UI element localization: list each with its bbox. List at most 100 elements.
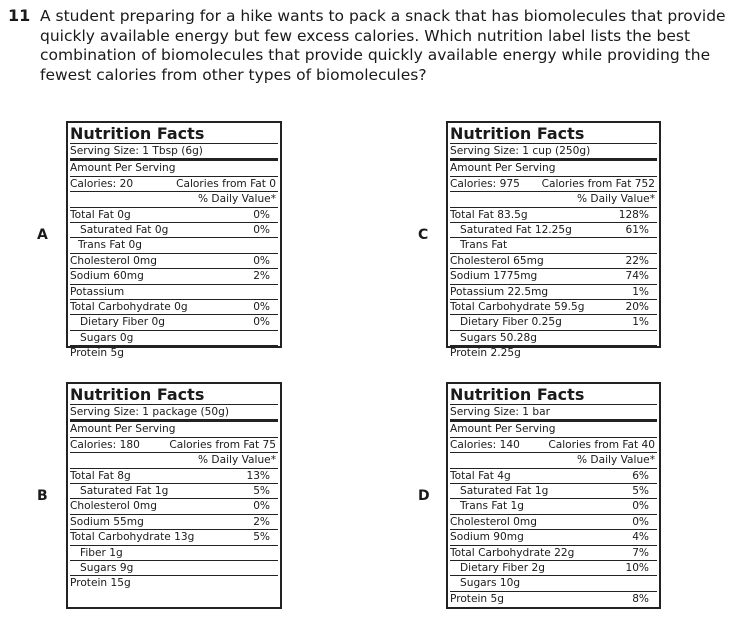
daily-value-percent: 5%: [253, 484, 270, 497]
nutrient-row: Total Fat 4g 6%: [450, 469, 657, 484]
amount-per-serving: Amount Per Serving: [70, 161, 278, 177]
daily-value-percent: 1%: [632, 285, 649, 298]
nutrition-label-b[interactable]: Nutrition Facts Serving Size: 1 package …: [66, 382, 282, 609]
nutrient-row: Sodium 55mg 2%: [70, 515, 278, 531]
option-letter-b[interactable]: B: [37, 488, 48, 504]
nutrient-row: Sodium 90mg 4%: [450, 530, 657, 546]
nutrient-name: Potassium: [70, 285, 125, 298]
daily-value-percent: 74%: [625, 270, 649, 283]
nutrient-name: Cholesterol 0mg: [70, 500, 157, 513]
nutrition-label-c[interactable]: Nutrition Facts Serving Size: 1 cup (250…: [446, 121, 661, 359]
nutrient-row: Protein 5g: [70, 346, 278, 360]
daily-value-percent: 5%: [632, 484, 649, 497]
nutrient-name: Total Fat 4g: [450, 469, 511, 482]
daily-value-percent: 5%: [253, 531, 270, 544]
nutrient-row: Protein 5g 8%: [450, 592, 657, 606]
serving-size: Serving Size: 1 bar: [450, 405, 657, 423]
nutrient-name: Total Carbohydrate 13g: [70, 531, 195, 544]
nutrient-row: Total Carbohydrate 22g 7%: [450, 546, 657, 561]
question-number: 11: [8, 6, 31, 25]
option-letter-d[interactable]: D: [418, 488, 430, 504]
calories-from-fat: Calories from Fat 0: [176, 177, 276, 190]
nutrient-name: Protein 15g: [70, 577, 131, 590]
nutrient-row: Total Fat 8g 13%: [70, 469, 278, 484]
nutrient-row: Total Carbohydrate 59.5g 20%: [450, 300, 657, 316]
daily-value-percent: 4%: [632, 531, 649, 544]
calories: Calories: 975: [450, 177, 520, 190]
nutrient-name: Cholesterol 0mg: [70, 254, 157, 267]
nutrient-row: Sodium 1775mg 74%: [450, 269, 657, 285]
nutrient-name: Trans Fat: [460, 239, 508, 252]
nutrient-row: Trans Fat 1g 0%: [450, 499, 657, 515]
nutrient-name: Cholesterol 65mg: [450, 254, 544, 267]
daily-value-percent: 22%: [625, 254, 649, 267]
nutrient-name: Sodium 1775mg: [450, 270, 538, 283]
option-letter-c[interactable]: C: [418, 227, 429, 243]
nutrient-name: Sugars 50.28g: [460, 331, 537, 344]
nutrient-row: Total Carbohydrate 13g 5%: [70, 530, 278, 546]
nutrient-row: Sugars 10g: [450, 576, 657, 592]
serving-size: Serving Size: 1 package (50g): [70, 405, 278, 423]
nutrient-name: Dietary Fiber 0g: [80, 316, 165, 329]
calories-from-fat: Calories from Fat 75: [169, 438, 276, 451]
daily-value-header: % Daily Value*: [70, 453, 278, 469]
daily-value-percent: 0%: [253, 316, 270, 329]
calories-row: Calories: 20 Calories from Fat 0: [70, 177, 278, 193]
nutrient-name: Sugars 0g: [80, 331, 134, 344]
nutrient-name: Protein 2.25g: [450, 347, 521, 360]
nutrient-row: Sodium 60mg 2%: [70, 269, 278, 285]
nutrient-name: Cholesterol 0mg: [450, 515, 537, 528]
daily-value-percent: 20%: [625, 300, 649, 313]
nutrient-row: Cholesterol 65mg 22%: [450, 254, 657, 270]
nutrient-row: Total Carbohydrate 0g 0%: [70, 300, 278, 316]
nutrient-row: Sugars 9g: [70, 561, 278, 577]
nutrient-row: Protein 2.25g: [450, 346, 657, 360]
nutrient-name: Saturated Fat 0g: [80, 223, 169, 236]
nutrition-label-a[interactable]: Nutrition Facts Serving Size: 1 Tbsp (6g…: [66, 121, 282, 359]
daily-value-percent: 0%: [253, 300, 270, 313]
label-title: Nutrition Facts: [70, 124, 278, 144]
nutrient-row: Fiber 1g: [70, 546, 278, 561]
daily-value-percent: 0%: [253, 500, 270, 513]
nutrient-row: Cholesterol 0mg 0%: [70, 499, 278, 515]
nutrient-row: Potassium 22.5mg 1%: [450, 285, 657, 300]
nutrient-row: Dietary Fiber 0.25g 1%: [450, 315, 657, 331]
nutrient-row: Dietary Fiber 2g 10%: [450, 561, 657, 577]
nutrient-row: Saturated Fat 0g 0%: [70, 223, 278, 239]
nutrient-row: Protein 15g: [70, 576, 278, 590]
nutrient-row: Saturated Fat 1g 5%: [70, 484, 278, 500]
daily-value-percent: 0%: [632, 500, 649, 513]
daily-value-percent: 8%: [632, 592, 649, 605]
daily-value-header: % Daily Value*: [450, 453, 657, 469]
nutrient-name: Saturated Fat 1g: [80, 484, 169, 497]
nutrient-row: Saturated Fat 1g 5%: [450, 484, 657, 500]
option-letter-a[interactable]: A: [37, 227, 48, 243]
daily-value-percent: 2%: [253, 270, 270, 283]
nutrient-name: Saturated Fat 12.25g: [460, 223, 572, 236]
daily-value-percent: 2%: [253, 515, 270, 528]
nutrient-name: Total Fat 0g: [70, 208, 131, 221]
daily-value-percent: 0%: [632, 515, 649, 528]
label-title: Nutrition Facts: [450, 124, 657, 144]
nutrient-name: Protein 5g: [70, 347, 124, 360]
nutrient-name: Dietary Fiber 2g: [460, 561, 545, 574]
daily-value-percent: 0%: [253, 223, 270, 236]
nutrient-row: Total Fat 83.5g 128%: [450, 208, 657, 223]
amount-per-serving: Amount Per Serving: [450, 161, 657, 177]
nutrient-row: Sugars 50.28g: [450, 331, 657, 347]
daily-value-percent: 61%: [625, 223, 649, 236]
nutrient-name: Dietary Fiber 0.25g: [460, 316, 562, 329]
calories-row: Calories: 140 Calories from Fat 40: [450, 438, 657, 454]
calories-from-fat: Calories from Fat 752: [541, 177, 655, 190]
nutrient-row: Dietary Fiber 0g 0%: [70, 315, 278, 331]
nutrition-label-d[interactable]: Nutrition Facts Serving Size: 1 bar Amou…: [446, 382, 661, 609]
calories-row: Calories: 975 Calories from Fat 752: [450, 177, 657, 193]
nutrient-name: Saturated Fat 1g: [460, 484, 549, 497]
daily-value-header: % Daily Value*: [450, 192, 657, 208]
nutrient-name: Total Fat 8g: [70, 469, 131, 482]
nutrient-name: Sodium 55mg: [70, 515, 144, 528]
nutrient-name: Total Carbohydrate 22g: [450, 546, 575, 559]
nutrient-name: Sugars 10g: [460, 577, 521, 590]
calories: Calories: 180: [70, 438, 140, 451]
nutrient-name: Sodium 60mg: [70, 270, 144, 283]
